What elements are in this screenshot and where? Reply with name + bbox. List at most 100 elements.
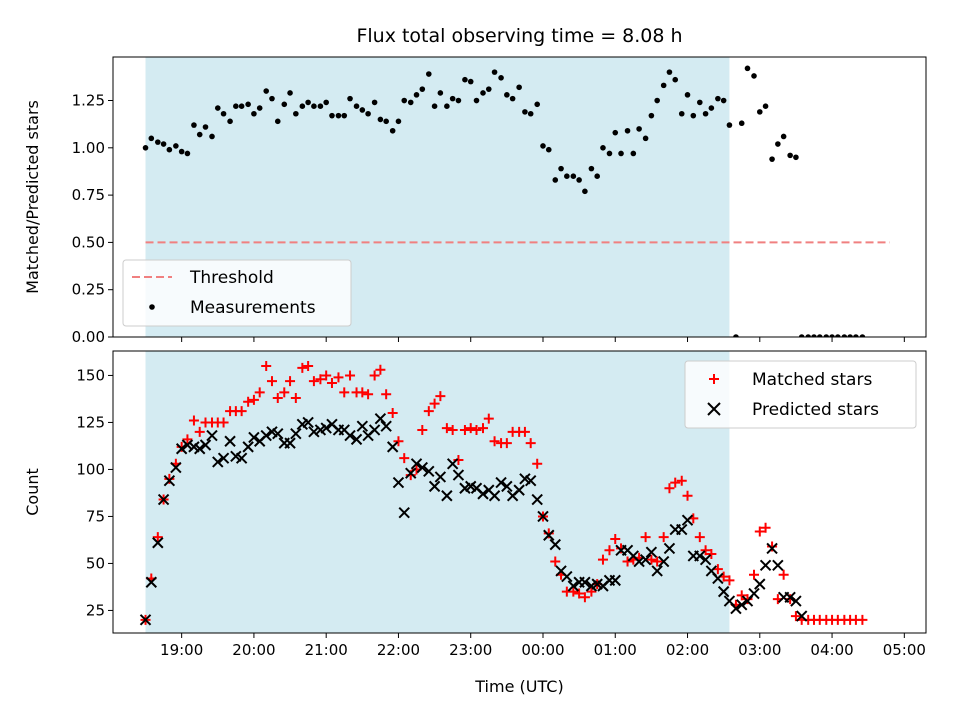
data-point	[630, 150, 637, 157]
data-point	[636, 126, 642, 132]
data-point	[218, 417, 229, 428]
data-point	[429, 398, 440, 409]
data-point	[363, 389, 374, 400]
y-tick-label: 1.25	[72, 92, 105, 110]
data-point	[164, 473, 175, 484]
bottom-axes-frame	[112, 350, 927, 634]
data-point	[353, 103, 360, 109]
data-point	[329, 112, 335, 119]
y-tick-label: 125	[76, 413, 105, 431]
data-point	[664, 483, 675, 494]
x-tick-label: 19:00	[160, 641, 203, 659]
data-point	[694, 550, 706, 562]
data-point	[251, 110, 257, 117]
data-point	[717, 585, 730, 598]
data-point	[609, 574, 621, 587]
data-point	[600, 145, 606, 151]
data-point	[501, 480, 513, 493]
data-point	[495, 476, 507, 489]
data-point	[793, 154, 799, 161]
data-point	[152, 537, 164, 549]
data-point	[423, 406, 434, 417]
data-point	[371, 99, 378, 106]
data-point	[759, 559, 772, 572]
data-point	[266, 376, 277, 387]
legend-box	[684, 360, 917, 429]
data-point	[393, 436, 404, 447]
data-point	[504, 92, 510, 98]
data-point	[459, 424, 470, 435]
data-point	[399, 453, 410, 464]
data-point	[699, 553, 712, 566]
data-point	[170, 461, 182, 474]
data-point	[624, 127, 631, 134]
data-point	[682, 490, 693, 501]
data-point	[586, 586, 597, 597]
data-point	[182, 434, 193, 445]
data-point	[706, 549, 717, 560]
y-tick-label: 0.75	[72, 186, 105, 204]
data-point	[642, 135, 649, 142]
data-point	[660, 82, 667, 89]
data-point	[483, 413, 494, 424]
data-point	[594, 173, 600, 179]
data-point	[326, 377, 337, 388]
data-point	[380, 420, 392, 432]
data-point	[386, 441, 399, 453]
data-point	[501, 438, 512, 449]
data-point	[678, 110, 685, 117]
x-axis-label: Time (UTC)	[474, 677, 563, 696]
data-point	[263, 88, 270, 94]
data-point	[465, 423, 476, 434]
data-point	[639, 553, 652, 566]
data-point	[853, 334, 859, 337]
data-point	[690, 112, 697, 119]
data-point	[524, 475, 537, 487]
data-point	[435, 391, 446, 402]
data-point	[152, 532, 163, 543]
y-tick-label: 150	[76, 366, 105, 384]
data-point	[525, 438, 536, 449]
data-point	[260, 429, 272, 442]
data-point	[772, 559, 784, 572]
data-point	[534, 101, 541, 108]
data-point	[570, 173, 577, 179]
data-point	[567, 580, 580, 592]
data-point	[532, 458, 543, 469]
data-point	[795, 610, 808, 622]
data-point	[452, 469, 465, 481]
bottom-plot-area	[139, 361, 868, 626]
data-point	[471, 424, 482, 435]
legend-predicted-label: Predicted stars	[752, 400, 879, 420]
data-point	[778, 569, 789, 580]
data-point	[157, 493, 170, 506]
chart-title: Flux total observing time = 8.08 h	[356, 25, 682, 47]
data-point	[694, 532, 705, 543]
data-point	[712, 572, 724, 585]
data-point	[527, 110, 534, 117]
data-point	[344, 429, 356, 442]
data-point	[437, 90, 444, 96]
data-point	[488, 490, 501, 502]
data-point	[377, 116, 384, 123]
x-tick-label: 02:00	[666, 641, 709, 659]
data-point	[726, 122, 733, 128]
data-point	[227, 118, 233, 125]
data-point	[847, 334, 853, 337]
data-point	[441, 490, 453, 502]
series-predicted-stars	[139, 412, 808, 626]
data-point	[568, 586, 579, 597]
y-tick-label: 0.25	[72, 281, 105, 299]
data-point	[485, 86, 492, 92]
data-point	[749, 569, 760, 580]
data-point	[350, 433, 363, 446]
data-point	[658, 532, 669, 543]
data-point	[284, 437, 296, 449]
data-point	[417, 424, 428, 435]
data-point	[321, 370, 332, 381]
data-point	[549, 538, 561, 551]
data-point	[540, 143, 546, 149]
data-point	[684, 92, 691, 98]
data-point	[878, 0, 884, 3]
